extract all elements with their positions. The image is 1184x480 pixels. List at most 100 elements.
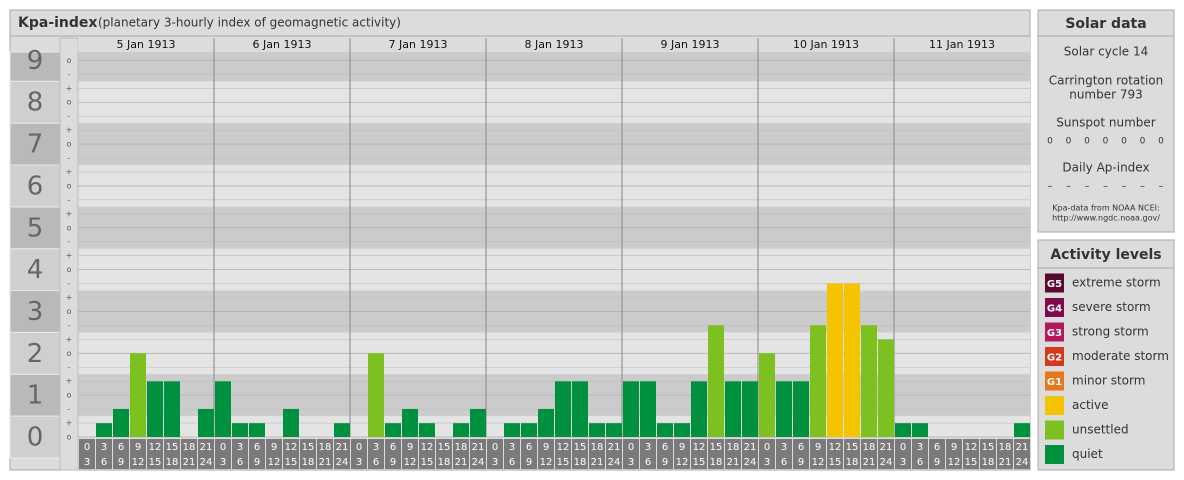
bar [283, 408, 299, 437]
hour-label: 6 [526, 442, 532, 453]
hour-label: 9 [526, 457, 532, 468]
carrington: Carrington rotation [1049, 74, 1163, 88]
legend-code: G3 [1047, 328, 1062, 339]
sublevel-label: o [67, 140, 72, 149]
hour-box [1014, 439, 1030, 469]
sublevel-label: o [67, 265, 72, 274]
sublevel-label: - [68, 321, 71, 330]
hour-label: 15 [846, 442, 859, 453]
hour-label: 3 [628, 457, 634, 468]
hour-label: 9 [679, 442, 685, 453]
bar [827, 283, 843, 437]
ap-value: – [1066, 181, 1071, 192]
hour-label: 9 [815, 442, 821, 453]
sublevel-label: - [68, 154, 71, 163]
hour-label: 21 [591, 457, 604, 468]
hour-box [589, 439, 605, 469]
bar [589, 423, 605, 437]
hour-label: 21 [336, 442, 349, 453]
hour-label: 15 [557, 457, 570, 468]
hour-label: 18 [438, 457, 451, 468]
legend-swatch [1045, 322, 1064, 342]
hour-box [521, 439, 537, 469]
bar [96, 423, 112, 437]
sublevel-label: o [67, 433, 72, 442]
hour-label: 6 [118, 442, 124, 453]
date-label: 7 Jan 1913 [389, 38, 448, 51]
hour-label: 21 [744, 442, 757, 453]
sublevel-label: o [67, 98, 72, 107]
hour-box [130, 439, 146, 469]
hour-box [147, 439, 163, 469]
sunspot-value: 0 [1140, 137, 1146, 147]
hour-label: 9 [407, 442, 413, 453]
bar [521, 423, 537, 437]
sublevel-label: o [67, 307, 72, 316]
hour-label: 6 [781, 457, 787, 468]
source: Kpa-data from NOAA NCEI: [1052, 204, 1159, 213]
hour-box [657, 439, 673, 469]
hour-label: 9 [798, 457, 804, 468]
hour-label: 21 [863, 457, 876, 468]
y-cell [9, 373, 61, 417]
hour-label: 15 [965, 457, 978, 468]
legend-name: strong storm [1072, 325, 1149, 339]
legend-code: G1 [1047, 377, 1062, 388]
hour-label: 12 [948, 457, 961, 468]
legend-name: quiet [1072, 447, 1103, 461]
hour-label: 21 [1016, 442, 1029, 453]
hour-label: 9 [254, 457, 260, 468]
hour-label: 12 [693, 442, 706, 453]
bar [895, 423, 911, 437]
sublevel-label: + [66, 167, 73, 176]
hour-box [810, 439, 826, 469]
ap-value: – [1048, 181, 1053, 192]
sunspot-value: 0 [1066, 137, 1072, 147]
hour-box [249, 439, 265, 469]
hour-box [351, 439, 367, 469]
hour-label: 12 [829, 442, 842, 453]
hour-label: 3 [781, 442, 787, 453]
hour-label: 6 [373, 457, 379, 468]
hour-label: 15 [574, 442, 587, 453]
bar [674, 423, 690, 437]
bar [215, 381, 231, 437]
sublevel-label: - [68, 279, 71, 288]
bar [470, 408, 486, 437]
hour-label: 6 [390, 442, 396, 453]
hour-label: 15 [421, 457, 434, 468]
hour-label: 12 [557, 442, 570, 453]
hour-box [623, 439, 639, 469]
y-tick-label: 1 [27, 381, 44, 411]
hour-box [674, 439, 690, 469]
hour-label: 12 [285, 442, 298, 453]
bar [725, 381, 741, 437]
y-tick-label: 0 [27, 423, 44, 453]
hour-label: 21 [880, 442, 893, 453]
hour-label: 24 [1016, 457, 1029, 468]
bar [759, 353, 775, 437]
y-tick-label: 7 [27, 130, 44, 160]
y-tick-label: 6 [27, 171, 44, 201]
hour-box [215, 439, 231, 469]
hour-label: 15 [166, 442, 179, 453]
hour-box [912, 439, 928, 469]
sublevel-label: o [67, 56, 72, 65]
hour-box [402, 439, 418, 469]
hour-label: 18 [574, 457, 587, 468]
bar [691, 381, 707, 437]
sunspot-value: 0 [1084, 137, 1090, 147]
hour-box [572, 439, 588, 469]
hour-label: 3 [373, 442, 379, 453]
bar [742, 381, 758, 437]
carrington: number 793 [1069, 88, 1143, 102]
chart-title: Kpa-index [18, 15, 97, 31]
ap-value: – [1159, 181, 1164, 192]
hour-label: 9 [271, 442, 277, 453]
sublevel-column [59, 37, 79, 471]
bar [368, 353, 384, 437]
sublevel-label: + [66, 293, 73, 302]
hour-label: 0 [84, 442, 90, 453]
hour-label: 6 [509, 457, 515, 468]
sunspot-value: 0 [1121, 137, 1127, 147]
